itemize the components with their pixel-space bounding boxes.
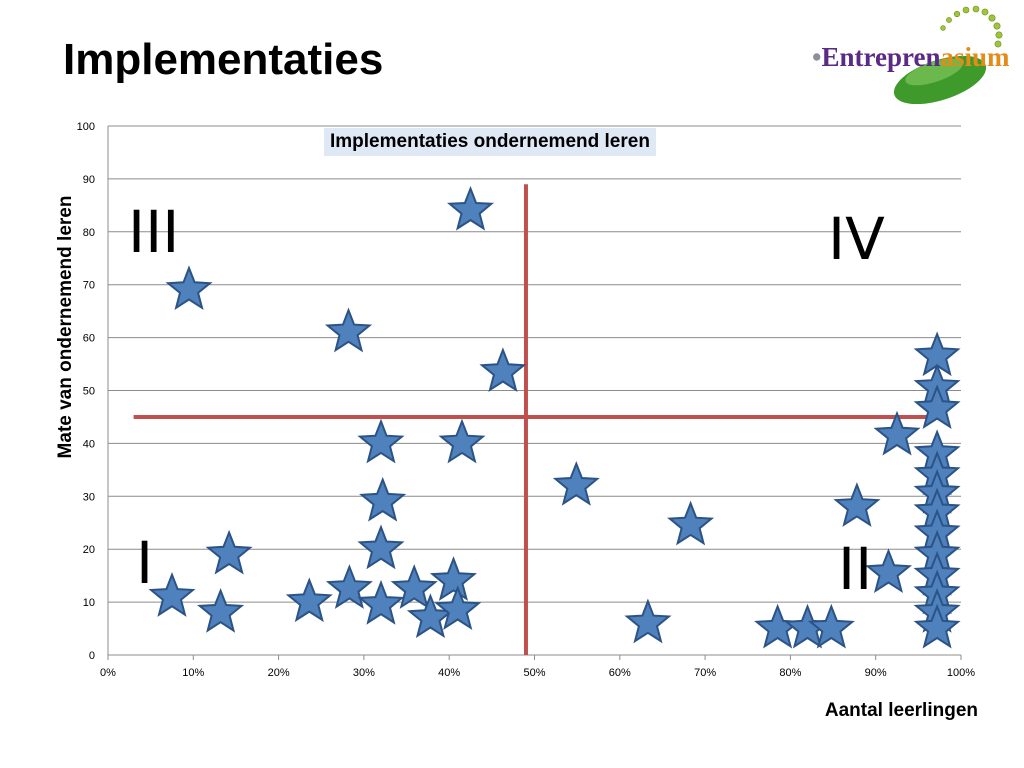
logo-graphic — [893, 5, 1003, 105]
x-tick-label: 50% — [523, 667, 545, 679]
star-icon — [873, 410, 921, 456]
star-icon — [390, 564, 438, 609]
star-icon — [833, 482, 881, 527]
star-icon — [864, 548, 913, 594]
y-tick-label: 100 — [77, 121, 95, 133]
slide-title: Implementaties — [63, 35, 384, 84]
x-axis-label: Aantal leerlingen — [824, 700, 978, 721]
star-icon — [205, 529, 253, 575]
x-tick-label: 20% — [268, 667, 290, 679]
entreprenasium-logo: •Entreprenasium — [800, 4, 1010, 105]
x-tick-label: 40% — [438, 667, 460, 679]
star-icon — [446, 185, 495, 231]
x-tick-label: 90% — [865, 667, 887, 679]
y-axis-label: Mate van ondernemend leren — [55, 195, 76, 459]
star-icon — [479, 347, 527, 393]
logo-text-part2: asium — [940, 42, 1010, 72]
quadrant-label-iv: IV — [828, 205, 885, 273]
star-icon — [438, 418, 486, 464]
x-tick-label: 60% — [609, 667, 631, 679]
star-icon — [429, 556, 478, 601]
quadrant-label-iii: III — [128, 198, 180, 266]
star-icon — [807, 603, 855, 649]
y-tick-label: 60 — [83, 333, 95, 345]
x-tick-label: 0% — [100, 667, 116, 679]
y-tick-label: 80 — [83, 227, 95, 239]
y-tick-label: 50 — [83, 386, 95, 398]
star-icon — [359, 476, 407, 522]
y-tick-label: 0 — [89, 650, 95, 662]
logo-wordmark: •Entreprenasium — [812, 44, 1010, 71]
star-icon — [667, 500, 715, 546]
y-tick-label: 70 — [83, 280, 95, 292]
quadrant-label-i: I — [136, 529, 154, 597]
star-icon — [357, 579, 405, 625]
star-icon — [913, 603, 961, 649]
star-icon — [324, 307, 373, 353]
star-icon — [197, 587, 245, 633]
logo-text-part1: Entrepren — [821, 42, 941, 72]
star-icon — [552, 460, 600, 506]
x-tick-label: 10% — [182, 667, 204, 679]
chart-title: Implementaties ondernemend leren — [324, 128, 656, 156]
y-tick-label: 40 — [83, 438, 95, 450]
x-tick-label: 100% — [947, 667, 975, 679]
star-icon — [148, 572, 196, 617]
star-icon — [624, 598, 672, 644]
star-icon — [434, 585, 482, 631]
star-icon — [357, 418, 405, 464]
star-icon — [285, 577, 333, 623]
x-tick-label: 70% — [694, 667, 716, 679]
star-icon — [913, 384, 961, 430]
y-tick-label: 90 — [83, 174, 95, 186]
y-tick-label: 10 — [83, 597, 95, 609]
y-tick-label: 20 — [83, 544, 95, 556]
x-tick-label: 80% — [779, 667, 801, 679]
x-tick-label: 30% — [353, 667, 375, 679]
star-icon — [325, 564, 373, 609]
star-icon — [165, 265, 213, 311]
star-icon — [357, 524, 405, 570]
quadrant-label-ii: II — [838, 535, 873, 603]
logo-bullet: • — [812, 42, 822, 72]
y-tick-label: 30 — [83, 491, 95, 503]
